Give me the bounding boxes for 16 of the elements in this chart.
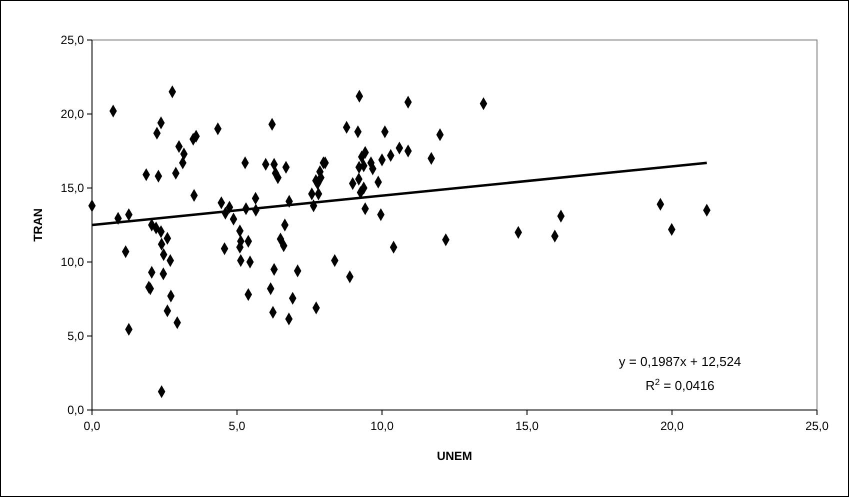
y-tick-label: 20,0 xyxy=(60,107,84,122)
y-tick-label: 10,0 xyxy=(60,255,84,270)
annotation: y = 0,1987x + 12,524 xyxy=(618,354,742,369)
annotation: R$^{2}$ = 0,0416 xyxy=(646,377,714,393)
y-tick-label: 15,0 xyxy=(60,181,84,196)
y-tick-label: 25,0 xyxy=(60,33,84,48)
y-tick-label: 0,0 xyxy=(67,403,84,418)
y-tick-label: 5,0 xyxy=(67,329,84,344)
x-axis-title: UNEM xyxy=(436,449,472,463)
x-tick-label: 25,0 xyxy=(805,419,829,433)
x-tick-label: 10,0 xyxy=(370,419,394,433)
x-tick-label: 5,0 xyxy=(228,419,246,433)
x-tick-label: 15,0 xyxy=(515,419,539,433)
x-tick-label: 0,0 xyxy=(84,419,101,433)
y-axis-title: TRAN xyxy=(31,208,45,242)
x-tick-label: 20,0 xyxy=(660,419,684,433)
